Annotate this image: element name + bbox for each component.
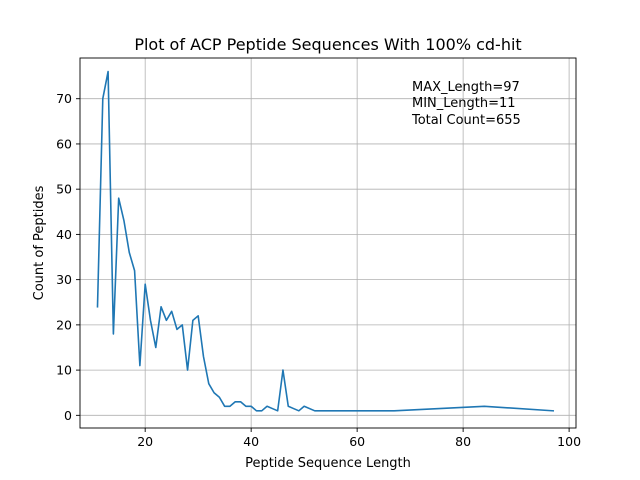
y-tick-label: 50 xyxy=(56,182,72,197)
y-tick-label: 20 xyxy=(56,317,72,332)
x-tick-label: 100 xyxy=(557,434,581,449)
plot-frame xyxy=(79,57,577,429)
y-tick-label: 0 xyxy=(64,408,72,423)
y-tick-label: 60 xyxy=(56,136,72,151)
x-tick-label: 80 xyxy=(455,434,471,449)
axis-ticks: 20 40 60 80 100 0 10 20 30 40 50 60 70 xyxy=(56,91,581,449)
annotation-total-count: Total Count=655 xyxy=(411,113,521,128)
grid xyxy=(80,58,576,428)
x-tick-label: 20 xyxy=(137,434,153,449)
annotation-max-length: MAX_Length=97 xyxy=(412,80,520,95)
y-tick-label: 30 xyxy=(56,272,72,287)
series-line xyxy=(96,70,555,412)
y-axis-label: Count of Peptides xyxy=(32,185,47,300)
x-tick-label: 40 xyxy=(243,434,259,449)
y-tick-label: 40 xyxy=(56,227,72,242)
x-tick-label: 60 xyxy=(349,434,365,449)
y-tick-label: 70 xyxy=(56,91,72,106)
plot-area xyxy=(80,58,576,428)
y-tick-label: 10 xyxy=(56,363,72,378)
x-axis-label: Peptide Sequence Length xyxy=(245,456,411,471)
annotation-min-length: MIN_Length=11 xyxy=(412,96,516,111)
chart-title: Plot of ACP Peptide Sequences With 100% … xyxy=(134,35,521,54)
